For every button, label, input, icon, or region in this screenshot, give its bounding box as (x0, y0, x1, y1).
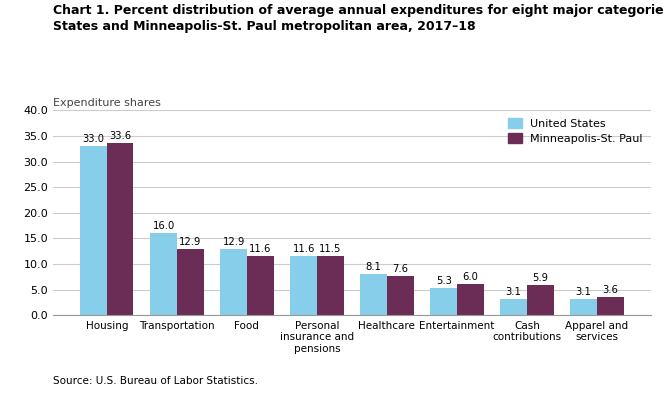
Text: Chart 1. Percent distribution of average annual expenditures for eight major cat: Chart 1. Percent distribution of average… (53, 4, 664, 33)
Text: 33.6: 33.6 (109, 131, 131, 141)
Text: 5.9: 5.9 (533, 273, 548, 283)
Text: 3.6: 3.6 (602, 285, 618, 295)
Text: 12.9: 12.9 (179, 237, 201, 247)
Bar (570, 299, 597, 315)
Bar (430, 288, 457, 315)
Text: 3.1: 3.1 (506, 287, 522, 297)
Bar (501, 299, 527, 315)
Text: Source: U.S. Bureau of Labor Statistics.: Source: U.S. Bureau of Labor Statistics. (53, 376, 258, 386)
Text: 12.9: 12.9 (222, 237, 245, 247)
Text: 11.5: 11.5 (319, 244, 341, 254)
Text: 6.0: 6.0 (462, 272, 478, 282)
Bar (107, 143, 133, 315)
Bar (290, 256, 317, 315)
Bar (220, 249, 247, 315)
Bar (387, 276, 414, 315)
Text: 11.6: 11.6 (249, 244, 272, 254)
Bar (361, 274, 387, 315)
Text: Expenditure shares: Expenditure shares (53, 98, 161, 108)
Text: 16.0: 16.0 (153, 221, 175, 231)
Bar (177, 249, 203, 315)
Bar (247, 256, 274, 315)
Text: 8.1: 8.1 (366, 262, 382, 272)
Text: 5.3: 5.3 (436, 276, 452, 286)
Bar (457, 284, 483, 315)
Bar (317, 256, 343, 315)
Bar (597, 297, 623, 315)
Bar (527, 285, 554, 315)
Bar (80, 146, 107, 315)
Text: 33.0: 33.0 (82, 134, 105, 144)
Text: 11.6: 11.6 (292, 244, 315, 254)
Bar (150, 233, 177, 315)
Text: 7.6: 7.6 (392, 264, 408, 274)
Text: 3.1: 3.1 (576, 287, 592, 297)
Legend: United States, Minneapolis-St. Paul: United States, Minneapolis-St. Paul (504, 113, 647, 149)
